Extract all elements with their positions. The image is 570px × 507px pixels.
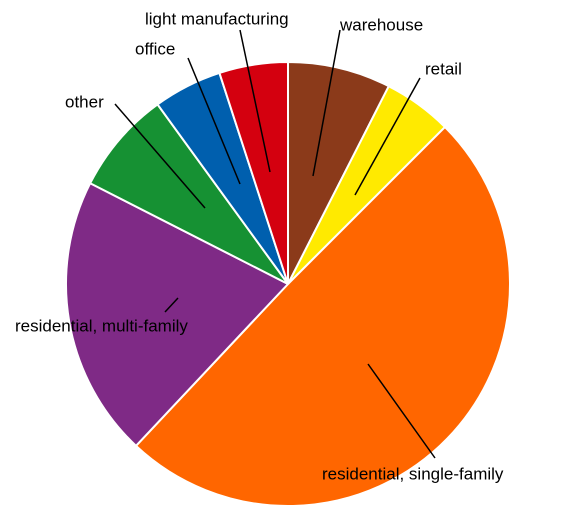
pie-slice bbox=[287, 60, 391, 285]
slice-label: residential, multi-family bbox=[15, 316, 188, 335]
pie-slice bbox=[88, 103, 289, 285]
leader-line bbox=[312, 29, 341, 177]
leader-line bbox=[354, 77, 421, 196]
slice-label: residential, single-family bbox=[322, 464, 504, 483]
leader-line bbox=[164, 297, 179, 313]
leader-line bbox=[239, 29, 271, 173]
slice-label: light manufacturing bbox=[145, 9, 289, 28]
pie-slice bbox=[65, 181, 290, 448]
leader-line bbox=[367, 363, 436, 459]
slice-label: retail bbox=[425, 59, 462, 78]
pie-slice bbox=[134, 125, 511, 507]
leader-line bbox=[114, 103, 206, 209]
leader-line bbox=[187, 57, 241, 185]
slice-label: other bbox=[65, 92, 104, 111]
slice-label: office bbox=[135, 39, 175, 58]
pie-slice bbox=[218, 60, 289, 285]
slice-label: warehouse bbox=[339, 15, 423, 34]
